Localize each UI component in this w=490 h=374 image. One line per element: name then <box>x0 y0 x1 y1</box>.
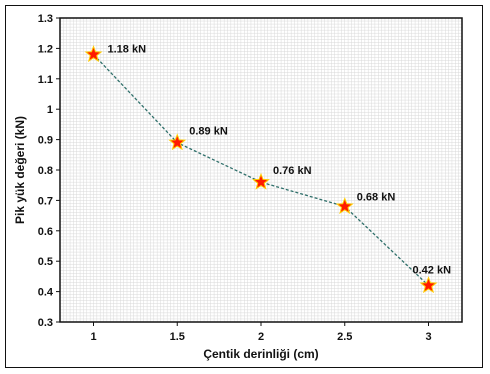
data-label: 0.76 kN <box>273 165 312 177</box>
y-tick-label: 0.8 <box>38 165 53 177</box>
y-tick-label: 0.5 <box>38 256 53 268</box>
star-marker <box>335 197 354 215</box>
y-axis-ticks: 0.3 0.4 0.5 0.6 0.7 0.8 0.9 1 1.1 1.2 1.3 <box>38 13 60 329</box>
x-tick-label: 1 <box>90 331 96 343</box>
star-marker <box>252 172 270 190</box>
data-label: 1.18 kN <box>108 43 147 55</box>
x-axis-title: Çentik derinliği (cm) <box>203 347 318 361</box>
star-marker <box>84 45 103 63</box>
y-tick-label: 1 <box>47 104 53 116</box>
x-tick-label: 2.5 <box>337 331 352 343</box>
data-labels: 1.18 kN 0.89 kN 0.76 kN 0.68 kN 0.42 kN <box>108 43 452 276</box>
y-tick-label: 0.4 <box>38 287 54 299</box>
y-tick-label: 0.6 <box>38 226 53 238</box>
y-tick-label: 0.3 <box>38 317 53 329</box>
x-tick-label: 2 <box>258 331 264 343</box>
grid <box>60 18 462 322</box>
x-axis-ticks: 1 1.5 2 2.5 3 <box>90 322 432 343</box>
y-tick-label: 1.3 <box>38 13 53 25</box>
x-tick-label: 3 <box>425 331 431 343</box>
x-tick-label: 1.5 <box>170 331 185 343</box>
star-marker <box>168 133 187 151</box>
y-tick-label: 1.1 <box>38 74 53 86</box>
y-tick-label: 1.2 <box>38 43 53 55</box>
data-label: 0.42 kN <box>413 265 452 277</box>
y-tick-label: 0.9 <box>38 135 53 147</box>
data-label: 0.89 kN <box>189 126 228 138</box>
series-markers <box>84 45 438 294</box>
series-line <box>93 54 429 286</box>
data-label: 0.68 kN <box>357 191 396 203</box>
star-marker <box>419 276 438 294</box>
y-tick-label: 0.7 <box>38 195 53 207</box>
y-axis-title: Pik yük değeri (kN) <box>13 116 27 224</box>
